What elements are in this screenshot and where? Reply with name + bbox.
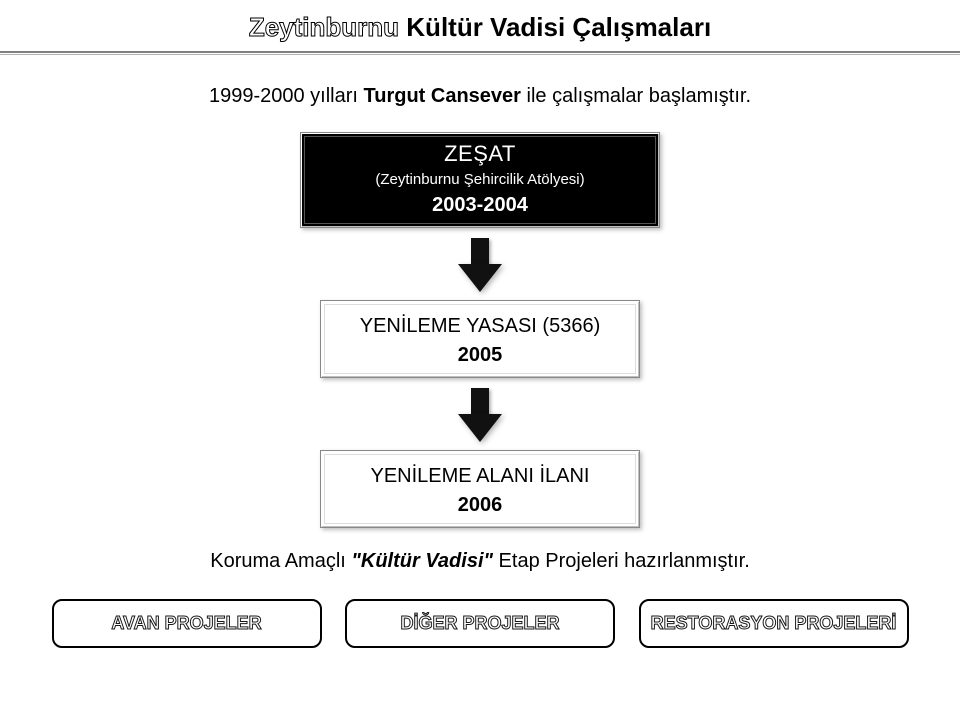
step2-year: 2005	[331, 344, 629, 367]
avan-projeler-button[interactable]: AVAN PROJELER	[52, 599, 322, 648]
title-rest: Kültür Vadisi Çalışmaları	[406, 12, 711, 42]
intro-name: Turgut Cansever	[364, 85, 521, 107]
arrow-down-icon	[456, 238, 504, 292]
closing-suffix: Etap Projeleri hazırlanmıştır.	[499, 550, 750, 572]
zesat-year: 2003-2004	[311, 194, 649, 217]
step3-box: YENİLEME ALANI İLANI 2006	[320, 450, 640, 528]
step3-year: 2006	[331, 494, 629, 517]
divider-thick	[0, 51, 960, 53]
button-label: RESTORASYON PROJELERİ	[651, 613, 897, 633]
diger-projeler-button[interactable]: DİĞER PROJELER	[345, 599, 615, 648]
zesat-title: ZEŞAT	[311, 141, 649, 167]
divider-thin	[0, 54, 960, 55]
step2-box: YENİLEME YASASI (5366) 2005	[320, 300, 640, 378]
step2-title: YENİLEME YASASI (5366)	[331, 315, 629, 338]
zesat-subtitle: (Zeytinburnu Şehircilik Atölyesi)	[311, 171, 649, 188]
header: Zeytinburnu Kültür Vadisi Çalışmaları	[0, 0, 960, 55]
arrow-down-icon	[456, 388, 504, 442]
closing-prefix: Koruma Amaçlı	[210, 550, 351, 572]
intro-prefix: 1999-2000 yılları	[209, 85, 364, 107]
closing-italic: "Kültür Vadisi"	[351, 550, 493, 572]
zesat-box: ZEŞAT (Zeytinburnu Şehircilik Atölyesi) …	[300, 132, 660, 228]
intro-text: 1999-2000 yılları Turgut Cansever ile ça…	[209, 85, 751, 108]
intro-suffix: ile çalışmalar başlamıştır.	[527, 85, 752, 107]
step3-title: YENİLEME ALANI İLANI	[331, 465, 629, 488]
button-label: DİĞER PROJELER	[400, 613, 559, 633]
title-outline-word: Zeytinburnu	[249, 12, 399, 42]
page: Zeytinburnu Kültür Vadisi Çalışmaları 19…	[0, 0, 960, 704]
page-title: Zeytinburnu Kültür Vadisi Çalışmaları	[0, 12, 960, 43]
restorasyon-projeleri-button[interactable]: RESTORASYON PROJELERİ	[639, 599, 909, 648]
closing-text: Koruma Amaçlı "Kültür Vadisi" Etap Proje…	[210, 550, 750, 573]
project-row: AVAN PROJELER DİĞER PROJELER RESTORASYON…	[0, 599, 960, 648]
button-label: AVAN PROJELER	[111, 613, 261, 633]
